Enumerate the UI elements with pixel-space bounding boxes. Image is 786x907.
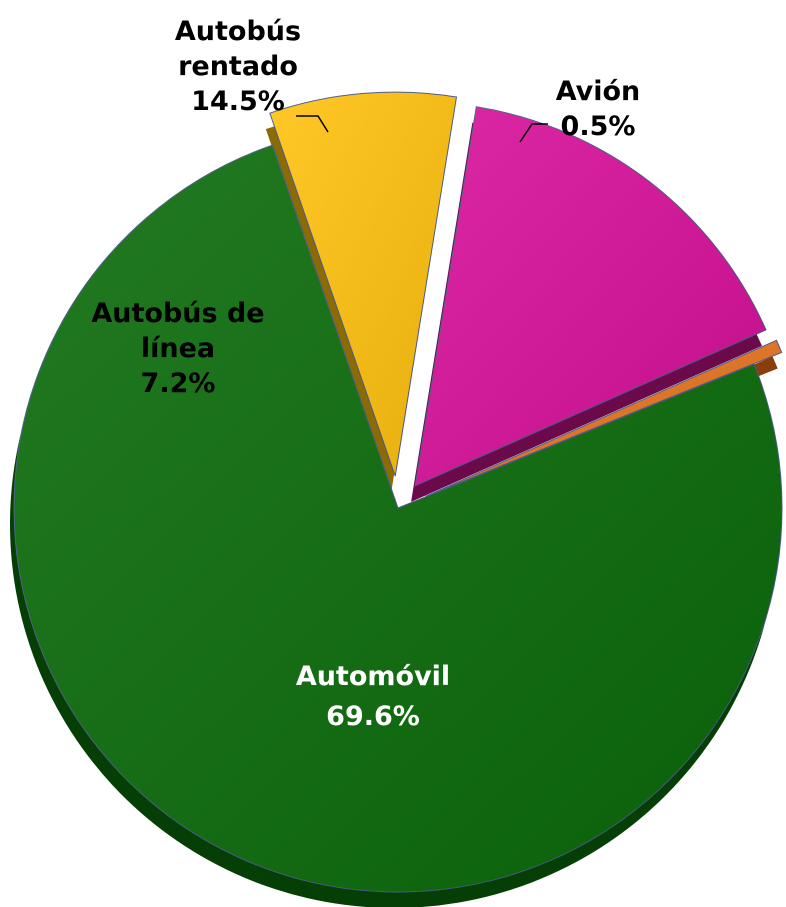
- data-label-autobus-de-linea: Autobús de línea 7.2%: [91, 298, 264, 399]
- slice-name-text: Automóvil: [296, 661, 450, 692]
- slice-name-text: Autobús: [175, 16, 301, 47]
- pie-slice-shading-autobus-de-linea: [269, 92, 457, 477]
- data-label-avion: Avión 0.5%: [556, 76, 641, 142]
- slice-percent-text: 0.5%: [561, 111, 636, 142]
- slice-percent-text: 14.5%: [191, 86, 285, 117]
- pie-slice-shading-avion: [425, 340, 782, 497]
- data-label-autobus-rentado: Autobús rentado 14.5%: [175, 16, 301, 117]
- pie-slice-shading-automovil: [13, 145, 783, 892]
- slice-percent-text: 69.6%: [326, 701, 420, 732]
- slice-name-text: rentado: [178, 51, 298, 82]
- slice-percent-text: 7.2%: [141, 368, 216, 399]
- leader-line-autobus-rentado: [296, 115, 329, 133]
- pie-slice-shading-autobus-rentado: [415, 106, 766, 486]
- data-label-automovil: Automóvil 69.6%: [296, 661, 450, 732]
- slice-name-text: línea: [141, 333, 215, 364]
- slice-name-text: Autobús de: [91, 298, 264, 329]
- slice-name-text: Avión: [556, 76, 641, 107]
- leader-line-avion: [519, 123, 548, 143]
